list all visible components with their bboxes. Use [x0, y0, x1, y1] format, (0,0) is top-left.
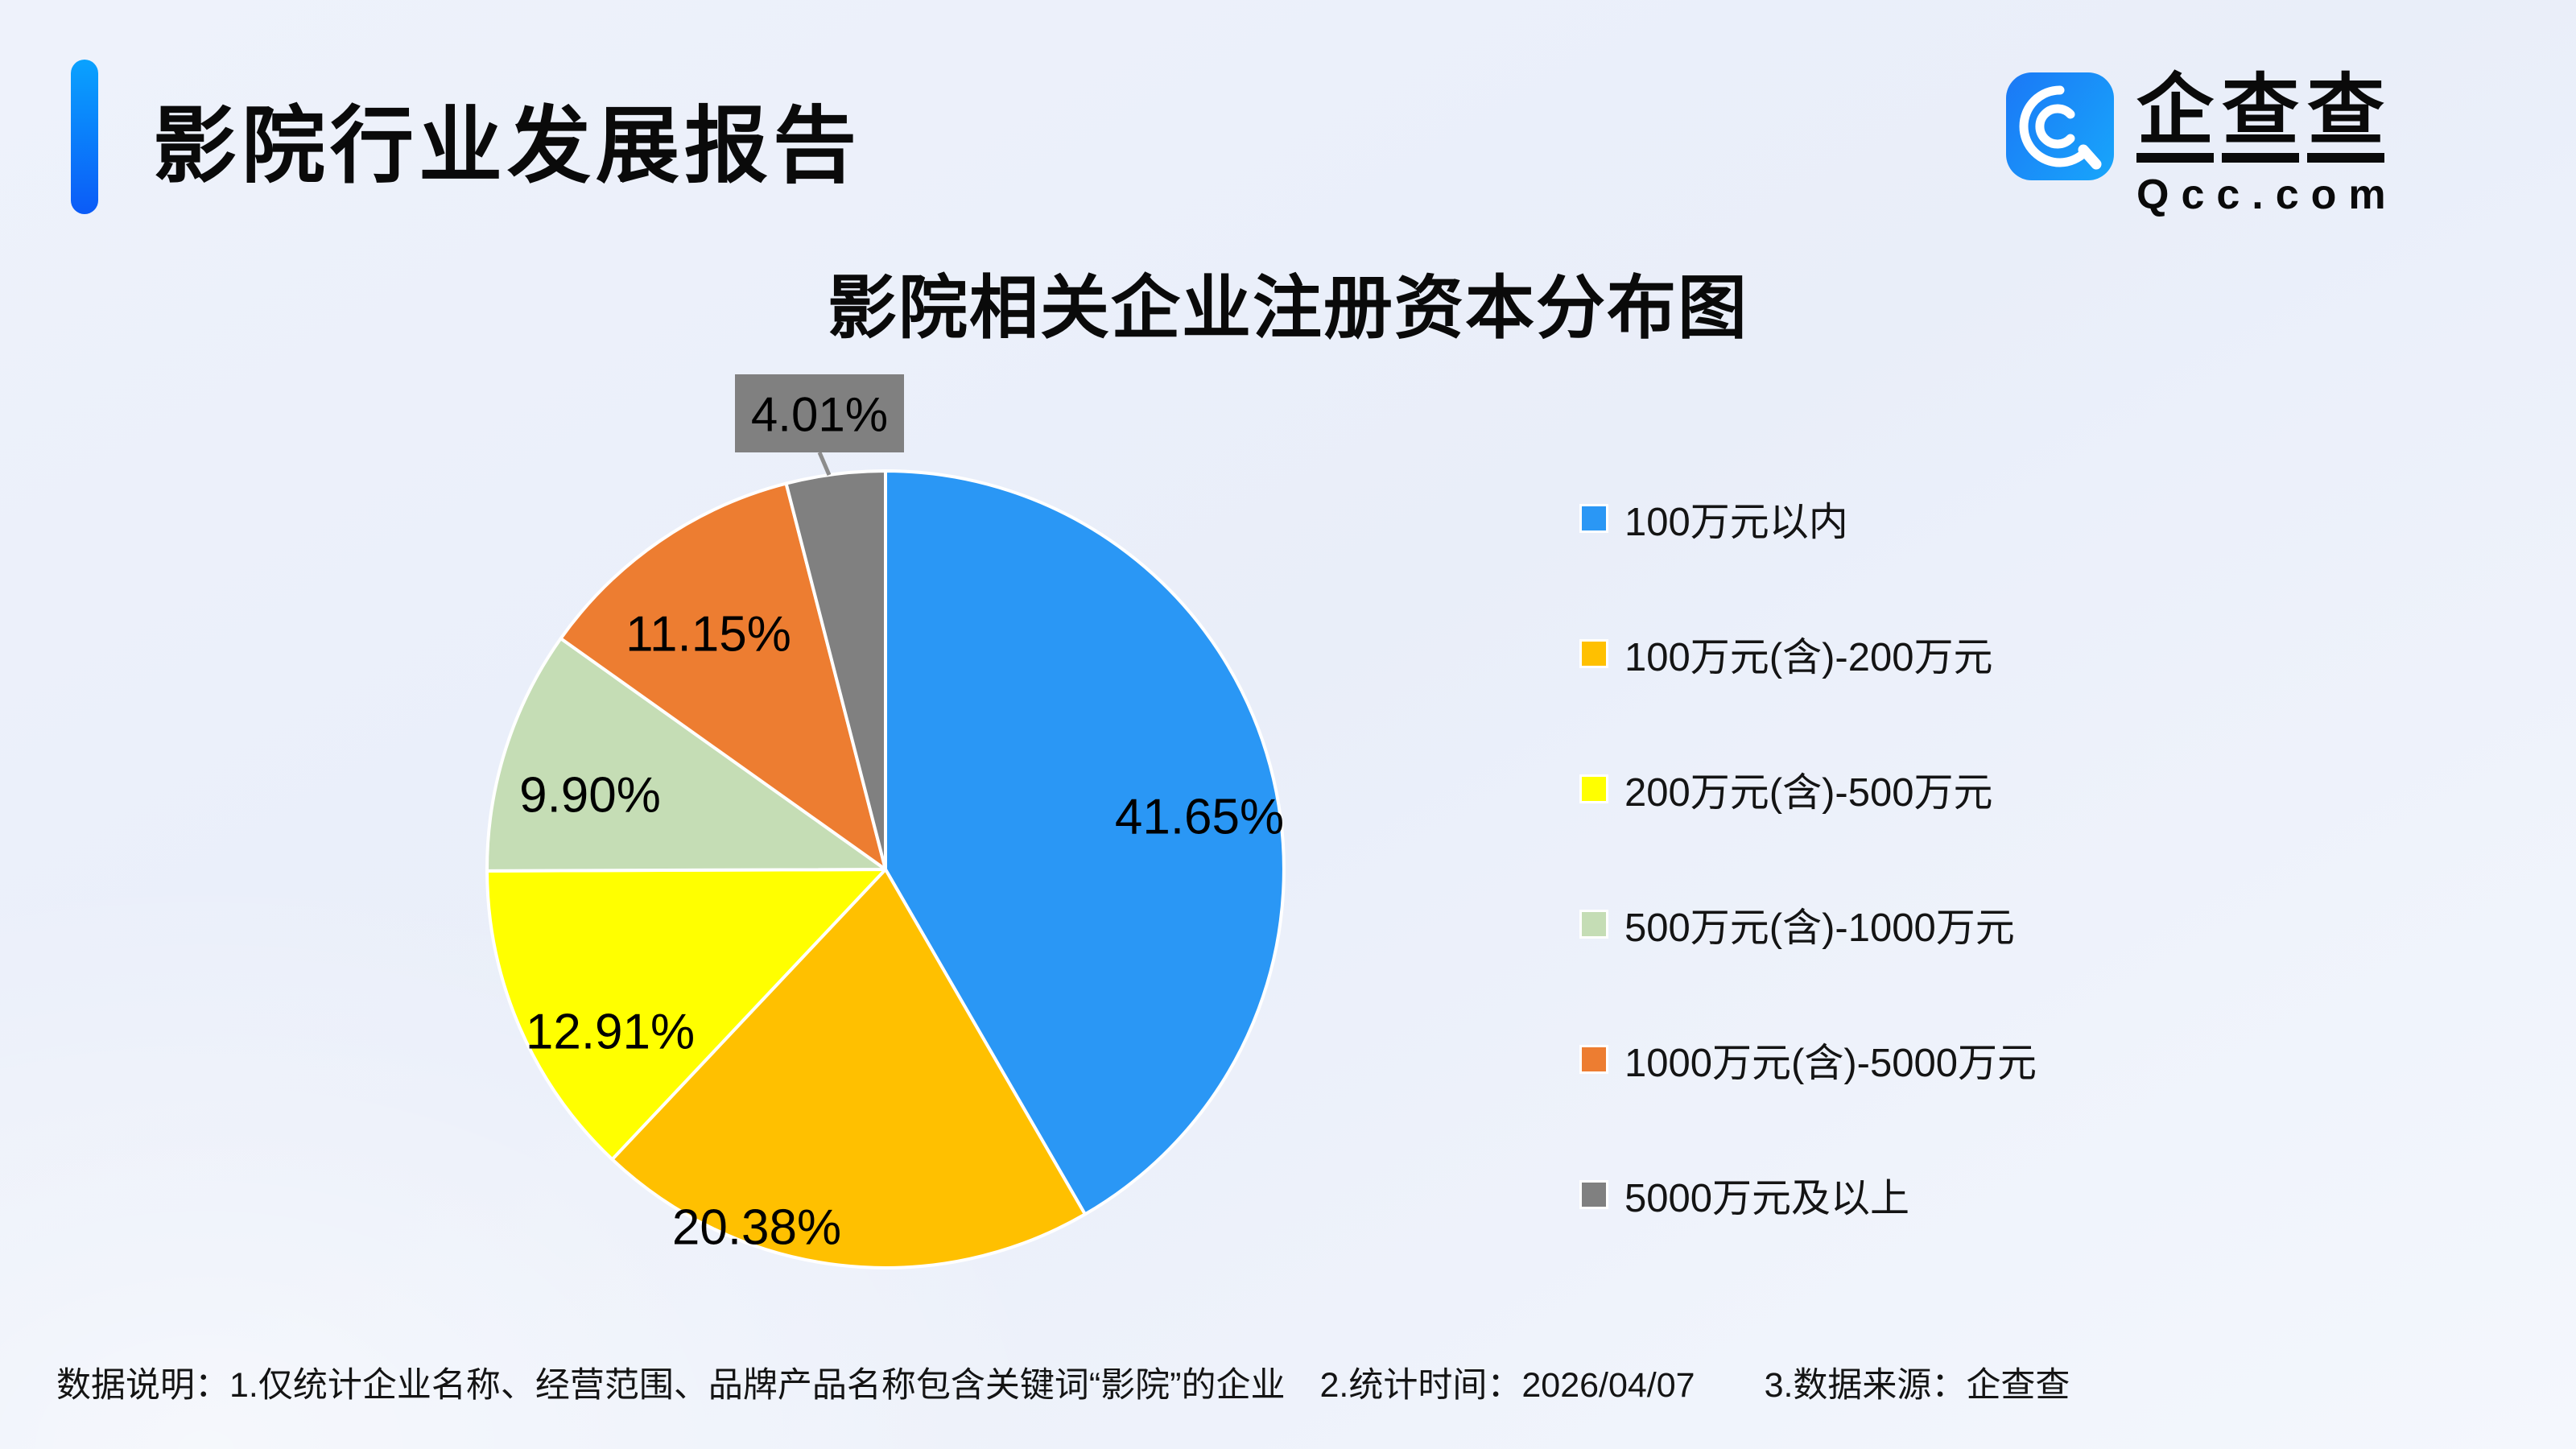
- chart-legend: 100万元以内 100万元(含)-200万元 200万元(含)-500万元 500万元…: [1579, 501, 2037, 1315]
- legend-swatch-1: [1579, 639, 1608, 668]
- pie-label-0: 41.65%: [1115, 790, 1284, 845]
- pie-slice-0: [884, 469, 1286, 1216]
- pie-slice-1: [610, 868, 1087, 1269]
- legend-item-3: 500万元(含)-1000万元: [1579, 906, 2037, 950]
- legend-label-4: 1000万元(含)-5000万元: [1624, 1041, 2037, 1085]
- legend-item-1: 100万元(含)-200万元: [1579, 636, 2037, 679]
- callout-box: [735, 374, 904, 452]
- pie-slice-2: [485, 868, 887, 1162]
- pie-chart-svg: 41.65% 20.38% 12.91% 9.90% 11.15% 4.01%: [485, 374, 1286, 1269]
- legend-swatch-3: [1579, 910, 1608, 939]
- legend-item-5: 5000万元及以上: [1579, 1177, 2037, 1220]
- report-header: 影院行业发展报告 企 查 查 Qcc.com: [0, 0, 2576, 242]
- legend-item-4: 1000万元(含)-5000万元: [1579, 1042, 2037, 1085]
- qcc-logo-text: 企 查 查 Qcc.com: [2136, 72, 2398, 219]
- legend-label-3: 500万元(含)-1000万元: [1624, 906, 2015, 950]
- qcc-logo: 企 查 查 Qcc.com: [2006, 72, 2398, 219]
- pie-chart: 41.65% 20.38% 12.91% 9.90% 11.15% 4.01%: [443, 346, 1328, 1352]
- pie-label-3: 9.90%: [519, 768, 661, 824]
- legend-label-0: 100万元以内: [1624, 500, 1848, 544]
- legend-item-0: 100万元以内: [1579, 501, 2037, 544]
- report-title: 影院行业发展报告: [153, 100, 862, 193]
- callout-label: 4.01%: [751, 388, 888, 442]
- legend-item-2: 200万元(含)-500万元: [1579, 771, 2037, 815]
- legend-label-2: 200万元(含)-500万元: [1624, 770, 1993, 815]
- legend-label-1: 100万元(含)-200万元: [1624, 635, 1993, 679]
- qcc-brand-name: 企 查 查: [2136, 72, 2398, 163]
- brand-char: 查: [2307, 72, 2384, 163]
- qcc-domain: Qcc.com: [2136, 171, 2398, 218]
- title-accent-bar: [71, 60, 98, 214]
- pie-label-2: 12.91%: [526, 1005, 695, 1060]
- legend-swatch-2: [1579, 774, 1608, 803]
- data-note: 数据说明：1.仅统计企业名称、经营范围、品牌产品名称包含关键词“影院”的企业 2…: [56, 1366, 2070, 1405]
- legend-swatch-0: [1579, 504, 1608, 533]
- qcc-logo-icon: [2006, 72, 2114, 180]
- legend-swatch-5: [1579, 1180, 1608, 1209]
- chart-title: 影院相关企业注册资本分布图: [828, 270, 1748, 347]
- brand-char: 企: [2136, 72, 2214, 163]
- pie-label-4: 11.15%: [625, 607, 791, 663]
- pie-label-1: 20.38%: [672, 1200, 841, 1256]
- pie-slice-4: [559, 481, 887, 871]
- pie-slice-5: [784, 469, 887, 871]
- legend-label-5: 5000万元及以上: [1624, 1176, 1910, 1220]
- magnifier-q-icon: [2019, 85, 2102, 170]
- pie-slice-3: [485, 637, 887, 873]
- legend-swatch-4: [1579, 1045, 1608, 1074]
- callout-leader-line: [817, 452, 832, 476]
- brand-char: 查: [2222, 72, 2299, 163]
